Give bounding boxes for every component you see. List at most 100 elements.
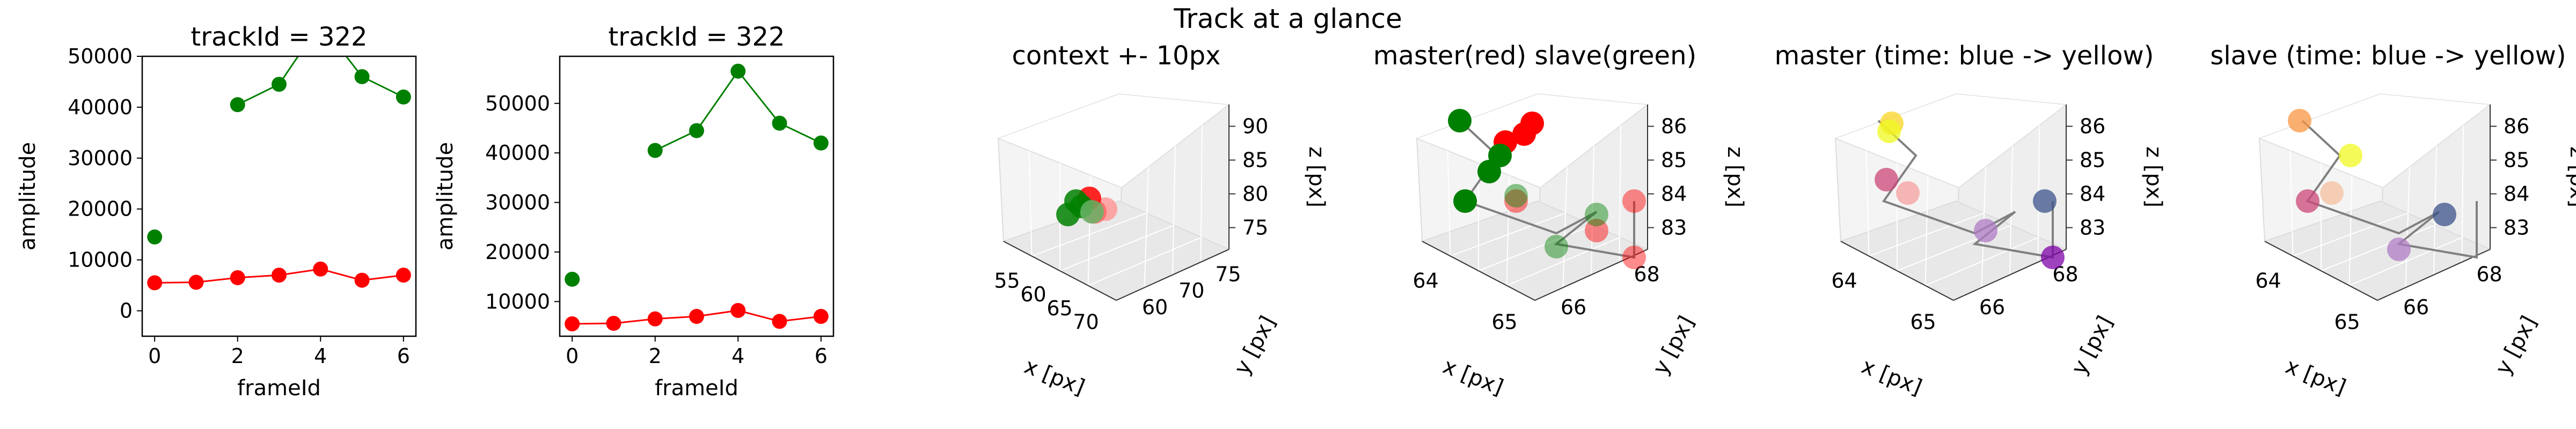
z-tick-label: 86 — [1661, 115, 1687, 138]
y-tick-label: 50000 — [68, 45, 133, 68]
y-tick-label: 66 — [2403, 295, 2429, 319]
data-point — [354, 69, 370, 84]
z-tick-label: 86 — [2080, 115, 2105, 138]
data-point — [313, 261, 328, 277]
3d-scatter-3: master (time: blue -> yellow)64656668838… — [1775, 41, 2166, 400]
x-tick-label: 64 — [1831, 269, 1857, 293]
data-point — [772, 314, 787, 329]
z-tick-label: 80 — [1242, 182, 1268, 206]
x-tick-label: 60 — [1020, 283, 1046, 306]
master-point — [1622, 246, 1646, 269]
slave-point — [2320, 181, 2344, 205]
y-axis-line — [1534, 249, 1648, 301]
y-tick-label: 40000 — [68, 95, 133, 119]
axes-frame — [141, 55, 417, 337]
y-axis-line — [2377, 249, 2491, 301]
z-axis-label: z [px] — [2141, 146, 2166, 208]
y-tick-label: 10000 — [68, 248, 133, 272]
x-tick-label: 65 — [2334, 310, 2360, 334]
data-point — [689, 123, 704, 138]
plot-area — [147, 56, 411, 291]
data-point — [730, 302, 746, 318]
data-point — [1080, 200, 1104, 224]
x-tick-label: 70 — [1073, 310, 1099, 334]
data-point — [647, 311, 663, 327]
y-axis-label: y [px] — [2067, 312, 2118, 379]
z-axis-label: z [px] — [1723, 146, 1747, 208]
x-tick-label: 0 — [566, 344, 579, 368]
grid-line — [2321, 225, 2435, 271]
x-tick-label: 65 — [1910, 310, 1936, 334]
grid-line — [1619, 125, 1621, 262]
slave-point — [2339, 144, 2362, 167]
data-point — [647, 143, 663, 158]
markers — [1875, 112, 2065, 269]
grid-line — [2461, 125, 2464, 262]
slave-point — [2433, 203, 2456, 226]
data-point — [396, 89, 411, 105]
x-axis-line — [1422, 241, 1535, 301]
slave-point — [2288, 109, 2311, 132]
grid-line — [2009, 146, 2013, 275]
y-tick-label: 66 — [1561, 295, 1586, 319]
y-tick-label: 20000 — [485, 240, 550, 264]
grid-line — [1088, 236, 1202, 286]
master-point — [1877, 120, 1901, 143]
grid-line — [1478, 225, 1593, 271]
slave-point — [1504, 184, 1528, 208]
x-axis-label: x [px] — [2282, 354, 2349, 400]
grid-line — [1028, 150, 1033, 256]
master-point — [1622, 189, 1646, 213]
master-point — [2033, 189, 2057, 213]
plot-area — [565, 63, 829, 331]
data-point — [565, 316, 580, 331]
x-axis-label: frameId — [655, 376, 738, 401]
y-axis-label: amplitude — [433, 142, 458, 250]
y-axis-line — [1116, 249, 1230, 301]
series-line — [237, 56, 404, 106]
data-point — [272, 77, 287, 92]
x-axis-label: frameId — [237, 376, 321, 401]
grid-line — [1172, 146, 1176, 275]
x-tick-label: 2 — [649, 344, 662, 368]
data-point — [147, 275, 163, 291]
slave-point — [2296, 189, 2319, 213]
chart-title: trackId = 322 — [608, 22, 785, 52]
x-tick-label: 64 — [2255, 269, 2281, 293]
data-point — [813, 135, 829, 151]
x-axis-line — [1003, 241, 1117, 301]
slave-point — [2387, 238, 2411, 261]
grid-line — [1059, 225, 1174, 271]
grid-line — [1144, 167, 1149, 288]
data-point — [730, 63, 746, 79]
slave-point — [1453, 189, 1477, 213]
z-tick-label: 85 — [2080, 149, 2105, 172]
grid-line — [1865, 150, 1870, 256]
y-axis-label: y [px] — [2491, 312, 2542, 379]
slave-point — [1477, 160, 1501, 183]
z-tick-label: 85 — [1661, 149, 1687, 172]
series-line — [655, 70, 822, 151]
master-point — [1875, 168, 1898, 191]
grid-line — [2348, 175, 2353, 286]
x-tick-label: 2 — [231, 344, 244, 368]
figure-suptitle: Track at a glance — [1173, 3, 1402, 34]
chart-title: trackId = 322 — [191, 22, 367, 52]
amplitude-chart-1: 0 2 4 6 0 10000 20000 30000 40000 50000 trackId = … — [16, 22, 417, 401]
y-tick-label: 70 — [1179, 279, 1204, 302]
y-tick-label: 66 — [1979, 295, 2005, 319]
data-point — [188, 275, 204, 290]
z-tick-label: 84 — [1661, 182, 1687, 206]
y-axis-label: y [px] — [1648, 312, 1699, 379]
slave-point — [1545, 235, 1568, 258]
z-tick-label: 83 — [2504, 216, 2529, 240]
grid-line — [2405, 167, 2410, 288]
track-line — [2301, 120, 2478, 259]
axes-frame — [559, 55, 835, 337]
y-tick-label: 75 — [1215, 262, 1241, 286]
data-point — [230, 270, 245, 285]
data-point — [565, 271, 580, 287]
